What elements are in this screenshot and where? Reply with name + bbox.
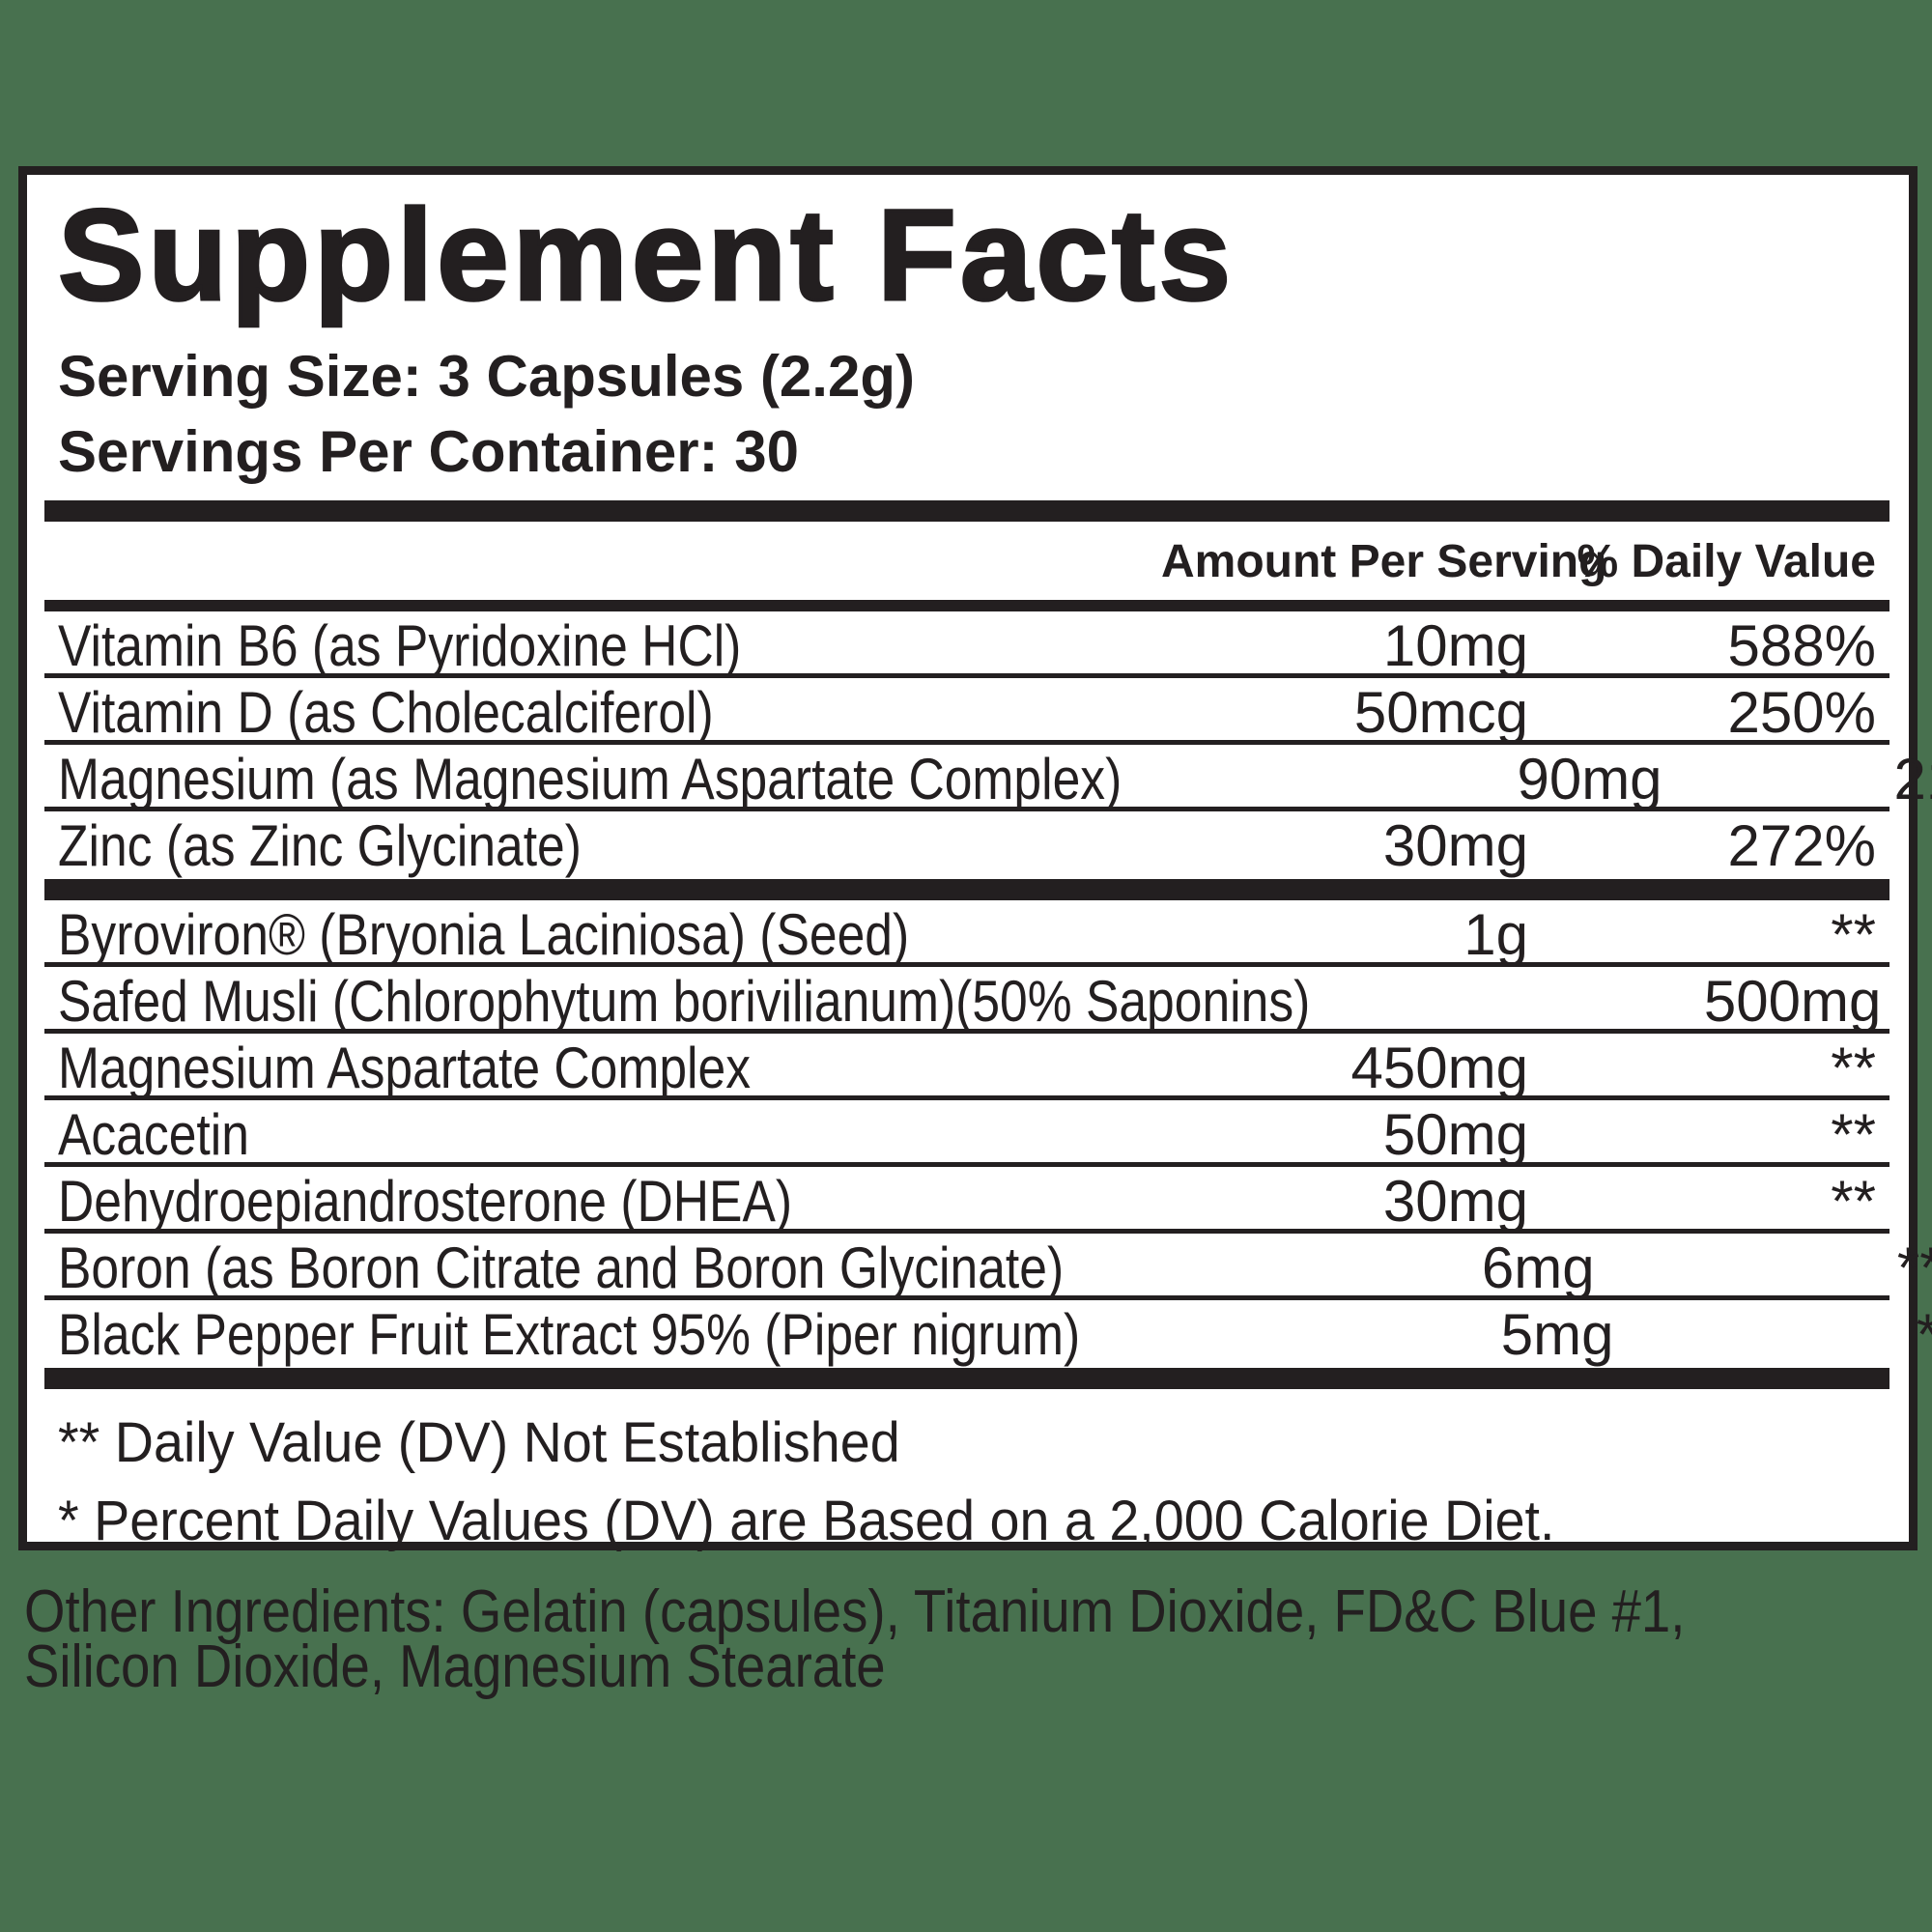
divider-thin — [44, 673, 1889, 679]
footnote-text: ** Daily Value (DV) Not Established — [58, 1411, 900, 1475]
botanical-amount: 1g — [1463, 902, 1528, 968]
botanical-dv: ** — [1831, 1169, 1876, 1235]
botanical-row: Acacetin 50mg ** — [58, 1100, 1876, 1168]
panel-title: Supplement Facts — [57, 184, 1236, 327]
botanical-row: Byroviron® (Bryonia Laciniosa) (Seed) 1g… — [58, 900, 1876, 968]
amount-column-header: Amount Per Serving — [1161, 536, 1607, 588]
botanical-name: Dehydroepiandrosterone (DHEA) — [58, 1169, 793, 1235]
botanical-name: Black Pepper Fruit Extract 95% (Piper ni… — [58, 1302, 1081, 1368]
botanical-dv: ** — [1881, 973, 1932, 1031]
nutrient-name: Vitamin D (as Cholecalciferol) — [58, 680, 714, 746]
botanical-dv: ** — [1831, 1102, 1876, 1168]
divider-medium — [44, 600, 1889, 612]
divider-thin — [44, 740, 1889, 746]
botanical-row: Black Pepper Fruit Extract 95% (Piper ni… — [58, 1300, 1932, 1368]
divider-thick — [44, 500, 1889, 523]
serving-size-text: Serving Size: 3 Capsules (2.2g) — [58, 344, 915, 410]
divider-thin — [44, 1229, 1889, 1235]
nutrient-amount: 90mg — [1517, 747, 1662, 812]
botanical-row: Magnesium Aspartate Complex 450mg ** — [58, 1034, 1876, 1101]
divider-thick — [44, 1368, 1889, 1390]
nutrient-name: Vitamin B6 (as Pyridoxine HCl) — [58, 613, 742, 679]
botanical-amount: 6mg — [1481, 1236, 1595, 1301]
nutrient-row: Zinc (as Zinc Glycinate) 30mg 272% — [58, 811, 1876, 879]
divider-thin — [44, 1095, 1889, 1101]
nutrient-dv: 21% — [1893, 747, 1932, 812]
botanical-name: Acacetin — [58, 1102, 249, 1168]
botanical-dv: ** — [1831, 902, 1876, 968]
nutrient-amount: 50mcg — [1353, 680, 1528, 746]
divider-thin — [44, 962, 1889, 968]
footnote-percent-dv: * Percent Daily Values (DV) are Based on… — [58, 1492, 1876, 1551]
supplement-facts-panel: Supplement Facts Serving Size: 3 Capsule… — [18, 166, 1932, 1551]
nutrient-row: Vitamin B6 (as Pyridoxine HCl) 10mg 588% — [58, 611, 1876, 679]
botanical-amount: 450mg — [1350, 1036, 1528, 1101]
nutrient-name: Zinc (as Zinc Glycinate) — [58, 813, 582, 879]
nutrient-row: Magnesium (as Magnesium Aspartate Comple… — [58, 745, 1932, 812]
botanical-dv: ** — [1831, 1036, 1876, 1101]
botanical-amount: 500mg — [1703, 969, 1882, 1035]
nutrient-dv: 272% — [1727, 813, 1876, 879]
daily-value-column-header: % Daily Value — [1577, 536, 1877, 588]
nutrient-dv: 588% — [1727, 613, 1876, 679]
botanical-name: Byroviron® (Bryonia Laciniosa) (Seed) — [58, 902, 910, 968]
nutrient-amount: 30mg — [1382, 813, 1528, 879]
divider-thin — [44, 1029, 1889, 1035]
botanical-dv: ** — [1613, 1306, 1932, 1364]
divider-thin — [44, 1295, 1889, 1301]
footnote-text: * Percent Daily Values (DV) are Based on… — [58, 1490, 1555, 1553]
botanical-row: Safed Musli (Chlorophytum borivilianum)(… — [58, 967, 1881, 1035]
divider-thin — [44, 1162, 1889, 1168]
botanical-row: Dehydroepiandrosterone (DHEA) 30mg ** — [58, 1167, 1876, 1235]
nutrient-amount: 10mg — [1382, 613, 1528, 679]
nutrient-dv: 250% — [1727, 680, 1876, 746]
botanical-amount: 30mg — [1382, 1169, 1528, 1235]
divider-thick — [44, 879, 1889, 901]
botanical-name: Magnesium Aspartate Complex — [58, 1036, 752, 1101]
botanical-row: Boron (as Boron Citrate and Boron Glycin… — [58, 1234, 1932, 1301]
botanical-dv: ** — [1896, 1236, 1932, 1301]
nutrient-row: Vitamin D (as Cholecalciferol) 50mcg 250… — [58, 678, 1876, 746]
table-header-row: Amount Per Serving % Daily Value — [58, 522, 1876, 600]
botanical-name: Safed Musli (Chlorophytum borivilianum)(… — [58, 969, 1311, 1035]
divider-thin — [44, 807, 1889, 812]
botanical-amount: 50mg — [1382, 1102, 1528, 1168]
botanical-amount: 5mg — [1500, 1302, 1614, 1368]
nutrient-name: Magnesium (as Magnesium Aspartate Comple… — [58, 747, 1122, 812]
other-ingredients-line: Silicon Dioxide, Magnesium Stearate — [24, 1634, 886, 1700]
footnote-dv-not-established: ** Daily Value (DV) Not Established — [58, 1411, 1876, 1475]
other-ingredients: Other Ingredients: Gelatin (capsules), T… — [24, 1578, 1908, 1697]
servings-per-container-text: Servings Per Container: 30 — [58, 419, 799, 485]
other-ingredients-line: Other Ingredients: Gelatin (capsules), T… — [24, 1578, 1686, 1645]
botanical-name: Boron (as Boron Citrate and Boron Glycin… — [58, 1236, 1065, 1301]
